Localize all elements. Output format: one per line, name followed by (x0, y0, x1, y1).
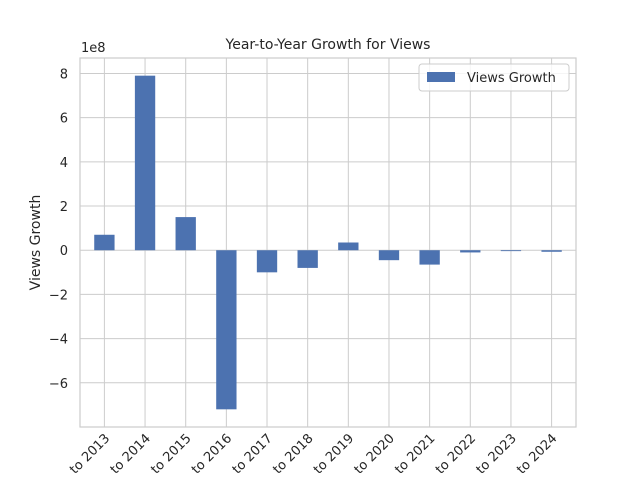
chart-title: Year-to-Year Growth for Views (225, 37, 431, 53)
bar (419, 250, 440, 265)
y-tick-label: −6 (49, 377, 68, 392)
bar (541, 250, 562, 252)
y-tick-label: 8 (60, 67, 68, 82)
y-tick-label: −2 (49, 288, 68, 303)
bar-layer (94, 75, 562, 410)
y-tick-labels: −6 −4 −2 0 2 4 6 8 (49, 67, 68, 391)
bar (256, 250, 278, 273)
y-tick-label: 2 (60, 200, 68, 215)
bar (175, 217, 196, 251)
plot-frame (79, 57, 577, 428)
bar (460, 250, 481, 253)
legend-label: Views Growth (467, 71, 556, 86)
y-axis-offset-text: 1e8 (81, 41, 106, 56)
bar (94, 234, 115, 251)
bar (216, 250, 237, 410)
bar (378, 250, 400, 261)
legend: Views Growth (418, 63, 570, 92)
bar (338, 242, 359, 251)
y-tick-label: 0 (60, 244, 68, 259)
legend-swatch (427, 72, 455, 82)
legend-box (418, 63, 570, 92)
y-tick-label: 4 (60, 156, 68, 171)
y-tick-label: 6 (60, 112, 68, 127)
bar (297, 250, 318, 268)
bar (134, 75, 156, 251)
y-axis-label: Views Growth (28, 195, 44, 291)
bar (500, 250, 522, 252)
y-tick-label: −4 (49, 333, 68, 348)
